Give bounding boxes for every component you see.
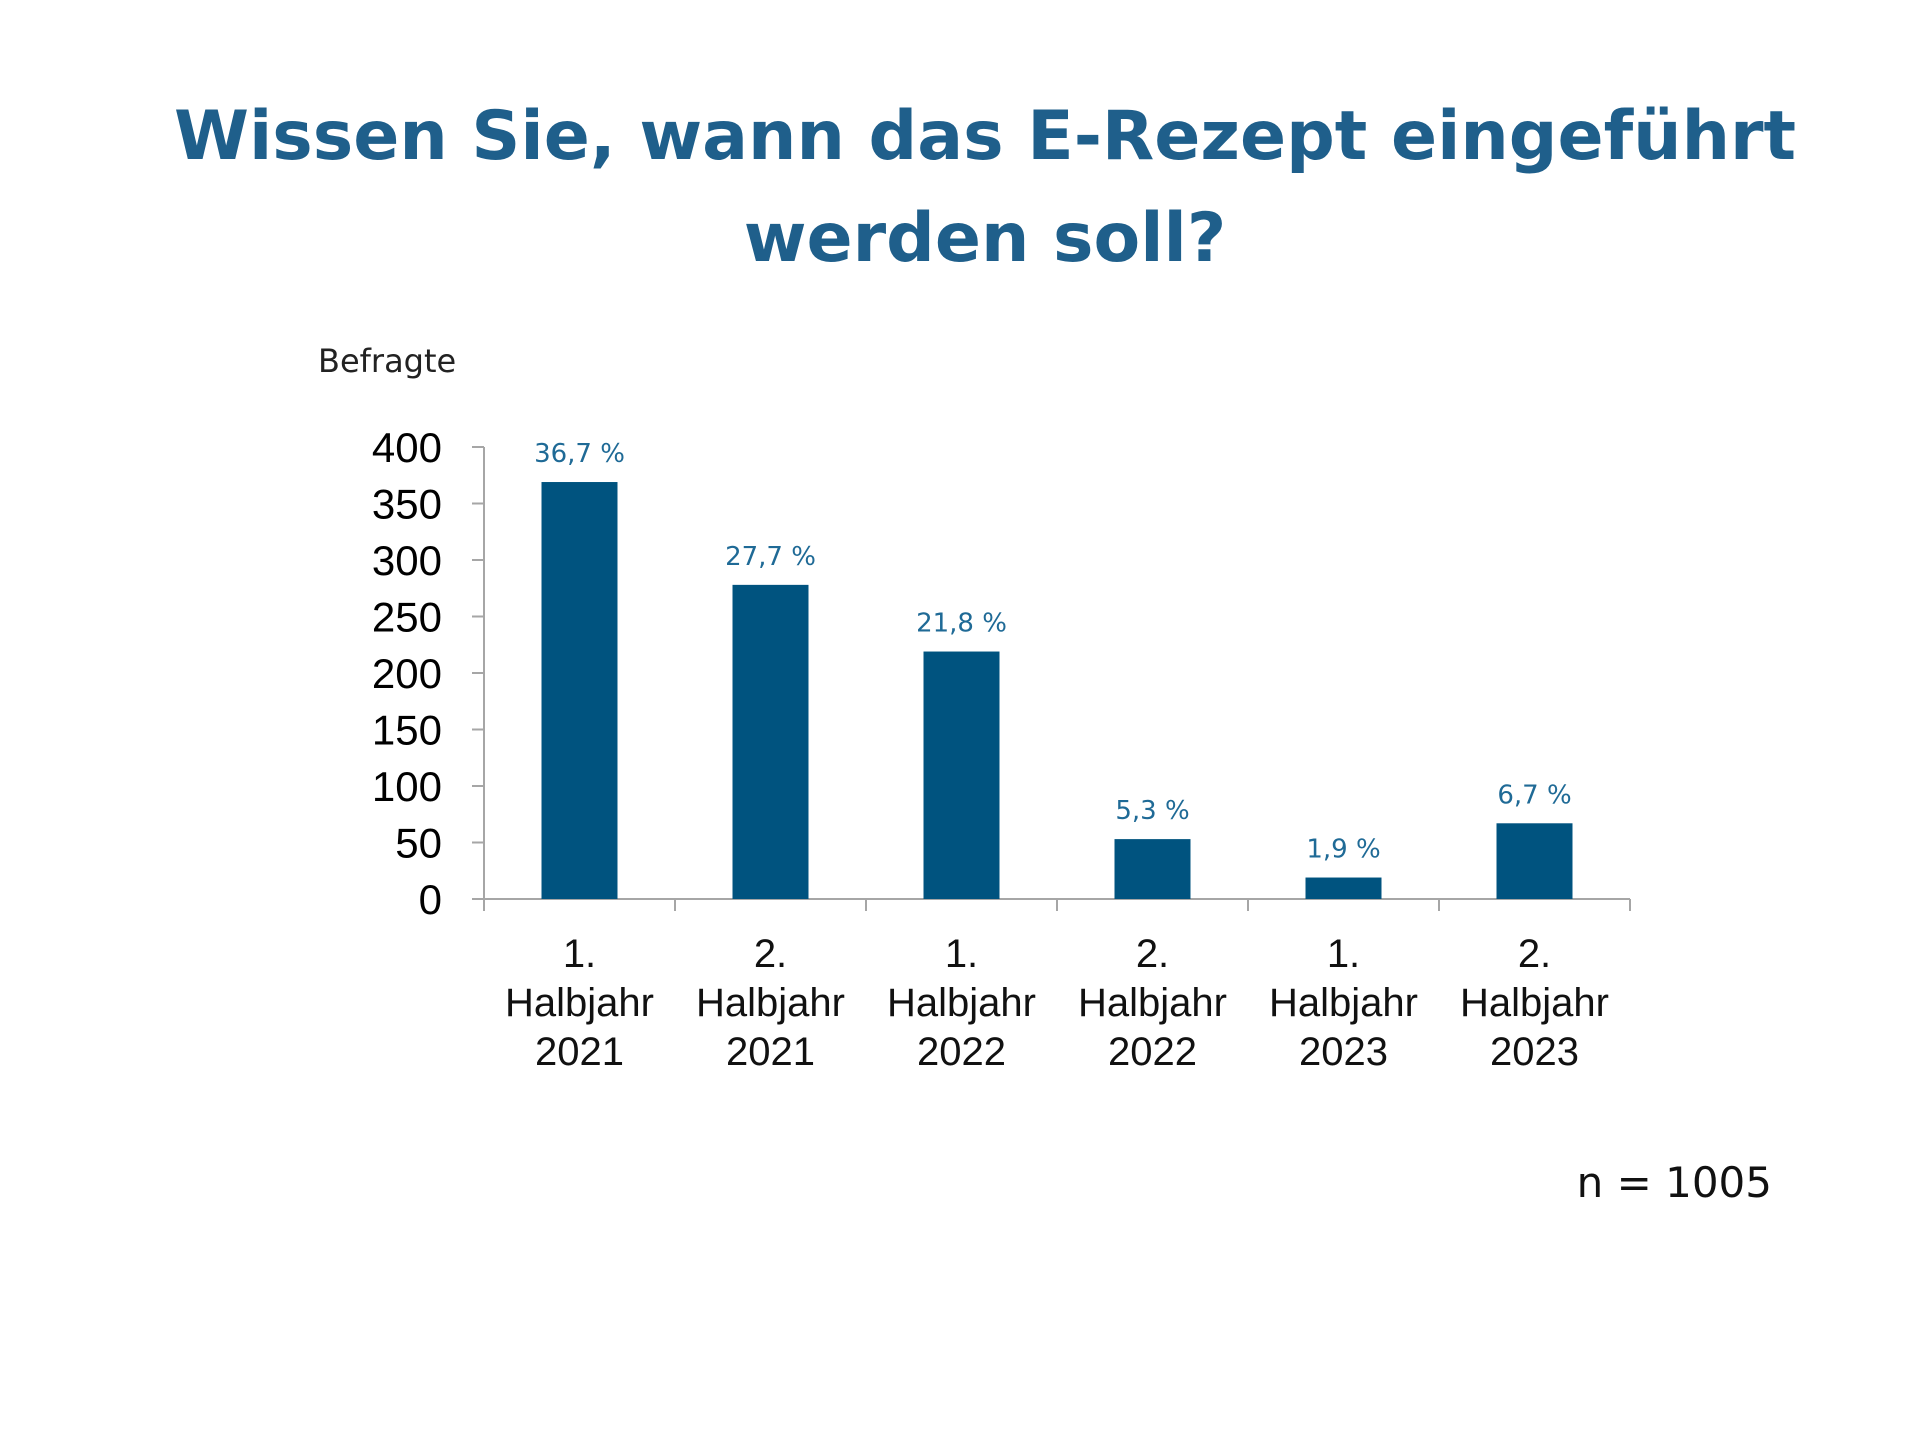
- x-tick-label: Halbjahr: [1078, 981, 1227, 1025]
- chart-title-line-2: werden soll?: [743, 199, 1227, 278]
- x-tick-label: Halbjahr: [1269, 981, 1418, 1025]
- y-tick-label: 200: [372, 650, 442, 697]
- bar: [1305, 877, 1382, 899]
- bar: [1114, 839, 1191, 899]
- x-tick-label: 2021: [726, 1030, 815, 1074]
- x-tick-label: Halbjahr: [505, 981, 654, 1025]
- x-tick-label: 2022: [917, 1030, 1006, 1074]
- y-tick-label: 400: [372, 424, 442, 471]
- data-label: 36,7 %: [534, 439, 625, 469]
- x-tick-label: 2021: [535, 1030, 624, 1074]
- bar: [1496, 823, 1573, 899]
- x-tick-label: 2.: [1518, 932, 1551, 976]
- data-label: 1,9 %: [1306, 835, 1380, 865]
- bar: [541, 482, 618, 899]
- y-tick-label: 300: [372, 537, 442, 584]
- bar: [732, 584, 809, 899]
- data-label: 21,8 %: [916, 609, 1007, 639]
- x-tick-label: 1.: [945, 932, 978, 976]
- x-tick-label: 2023: [1490, 1030, 1579, 1074]
- x-tick-label: 2023: [1299, 1030, 1388, 1074]
- y-tick-label: 0: [419, 876, 442, 923]
- x-tick-label: Halbjahr: [696, 981, 845, 1025]
- bar: [923, 651, 1000, 899]
- data-label: 5,3 %: [1115, 796, 1189, 826]
- chart-title-line-1: Wissen Sie, wann das E-Rezept eingeführt: [173, 97, 1797, 176]
- sample-size-note: n = 1005: [1576, 1158, 1772, 1207]
- y-axis-label: Befragte: [318, 342, 457, 380]
- y-tick-label: 150: [372, 707, 442, 754]
- x-tick-label: 2022: [1108, 1030, 1197, 1074]
- y-tick-label: 100: [372, 763, 442, 810]
- x-tick-label: 1.: [1327, 932, 1360, 976]
- x-tick-label: 2.: [1136, 932, 1169, 976]
- x-tick-label: Halbjahr: [887, 981, 1036, 1025]
- chart-title: Wissen Sie, wann das E-Rezept eingeführt…: [160, 86, 1810, 290]
- y-tick-label: 350: [372, 481, 442, 528]
- data-label: 6,7 %: [1497, 780, 1571, 810]
- x-tick-label: 1.: [563, 932, 596, 976]
- y-tick-label: 250: [372, 594, 442, 641]
- y-tick-label: 50: [395, 820, 442, 867]
- data-label: 27,7 %: [725, 542, 816, 572]
- x-tick-label: Halbjahr: [1460, 981, 1609, 1025]
- x-tick-label: 2.: [754, 932, 787, 976]
